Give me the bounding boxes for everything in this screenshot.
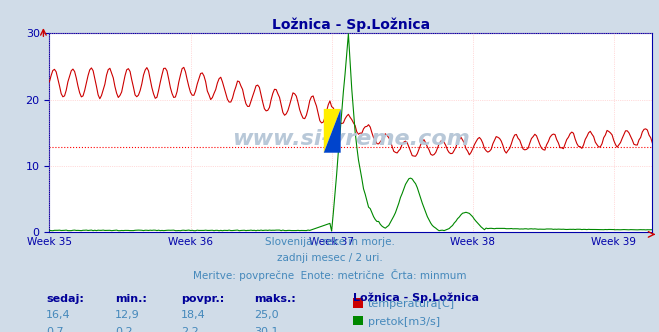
Text: 12,9: 12,9 (115, 310, 140, 320)
Text: www.si-vreme.com: www.si-vreme.com (232, 129, 470, 149)
Text: temperatura[C]: temperatura[C] (368, 299, 455, 309)
Text: 0,2: 0,2 (115, 327, 133, 332)
Text: 25,0: 25,0 (254, 310, 278, 320)
Text: povpr.:: povpr.: (181, 294, 225, 304)
Text: Slovenija / reke in morje.: Slovenija / reke in morje. (264, 237, 395, 247)
Text: 0,7: 0,7 (46, 327, 64, 332)
Text: Ložnica - Sp.Ložnica: Ložnica - Sp.Ložnica (353, 292, 478, 303)
Text: pretok[m3/s]: pretok[m3/s] (368, 317, 440, 327)
Text: min.:: min.: (115, 294, 147, 304)
Title: Ložnica - Sp.Ložnica: Ložnica - Sp.Ložnica (272, 18, 430, 32)
Polygon shape (324, 109, 341, 153)
Text: zadnji mesec / 2 uri.: zadnji mesec / 2 uri. (277, 253, 382, 263)
Text: 30,1: 30,1 (254, 327, 278, 332)
Polygon shape (324, 109, 341, 153)
Text: Meritve: povprečne  Enote: metrične  Črta: minmum: Meritve: povprečne Enote: metrične Črta:… (192, 269, 467, 281)
Text: sedaj:: sedaj: (46, 294, 84, 304)
Text: 16,4: 16,4 (46, 310, 71, 320)
Text: maks.:: maks.: (254, 294, 295, 304)
Text: 2,2: 2,2 (181, 327, 199, 332)
Text: 18,4: 18,4 (181, 310, 206, 320)
